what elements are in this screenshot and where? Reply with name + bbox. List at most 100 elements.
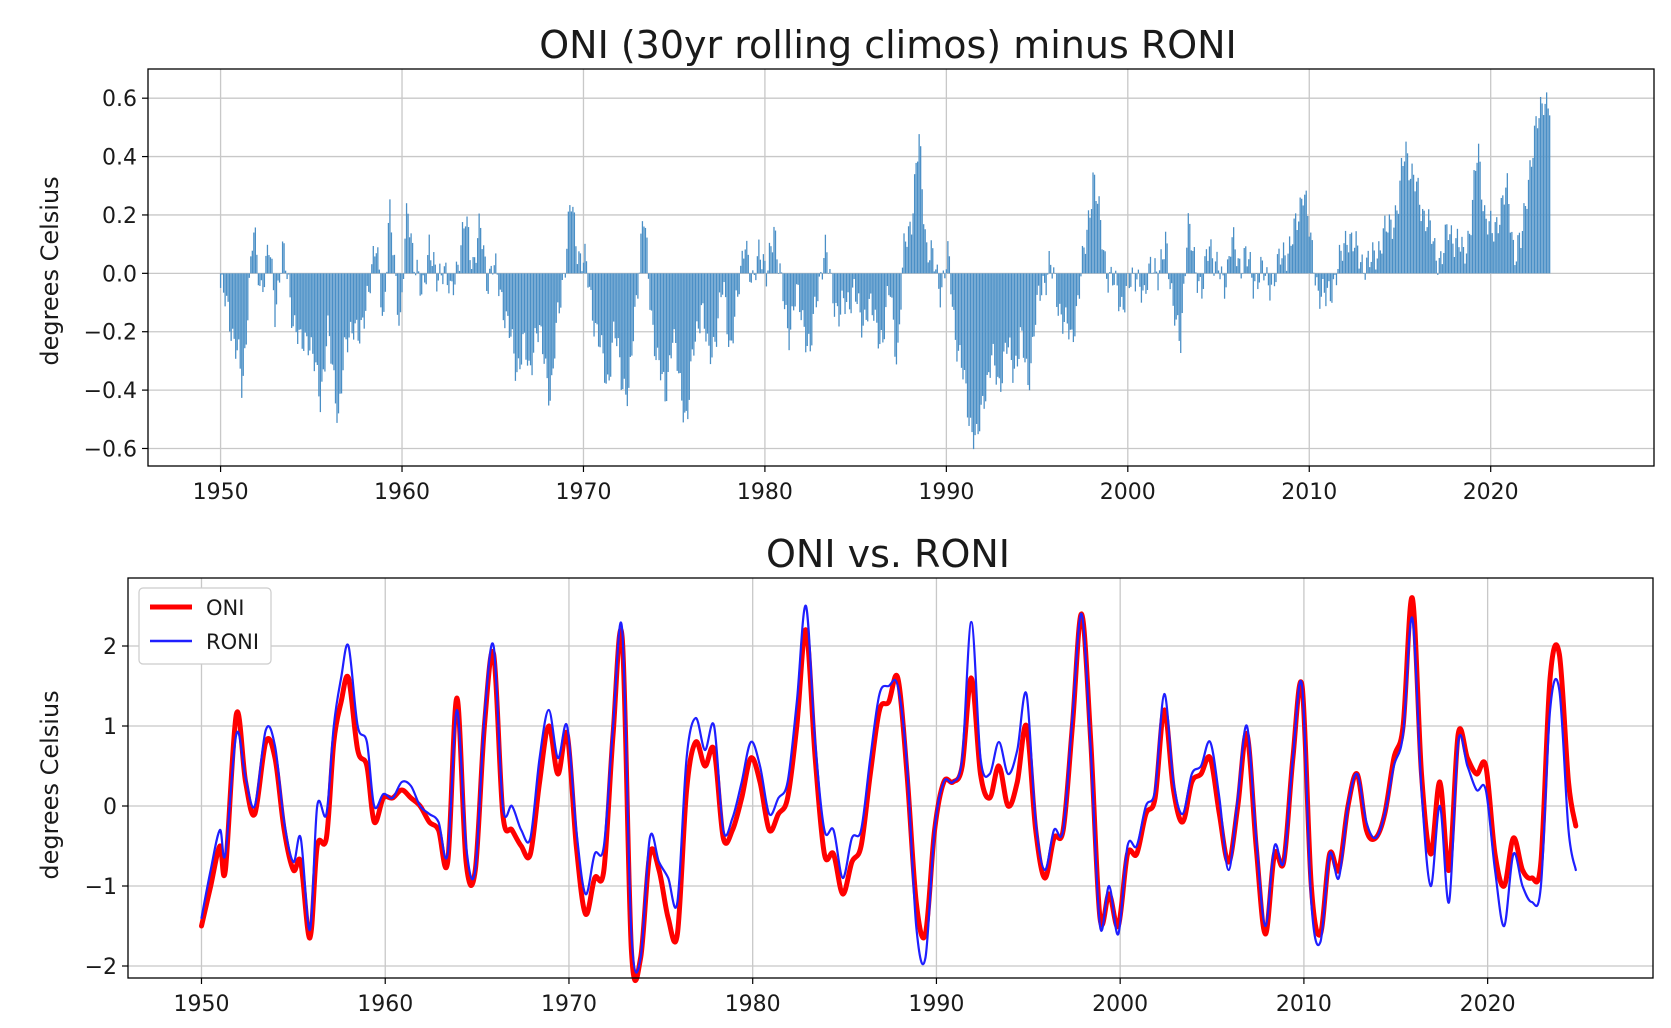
bar [744,249,746,274]
bar [1112,273,1114,286]
bar [254,227,256,274]
bar [257,273,260,286]
bar [457,264,459,274]
bar [427,255,429,274]
bar [1372,242,1374,274]
bar [1394,205,1397,274]
bar [269,257,272,274]
bar [1146,273,1149,291]
bar [446,273,449,286]
bar [1195,272,1197,274]
bar [266,244,269,274]
bar [1299,197,1301,274]
bar [1502,195,1504,274]
bar [803,273,805,327]
bar [665,273,668,402]
bar [647,273,650,279]
bar [909,221,911,274]
y-tick-label: −0.6 [84,437,137,462]
bar [1314,273,1316,286]
bar [1057,273,1059,316]
bar [1075,273,1078,307]
bar [1542,115,1545,274]
bar [832,273,834,304]
bar [1208,246,1211,274]
bar [1036,273,1038,295]
bar [927,262,929,274]
bar [402,273,405,279]
y-tick-label: 0.0 [102,262,137,287]
bar [1189,223,1191,274]
bar [844,273,846,315]
bar [1109,272,1111,274]
bar [525,273,527,360]
bar [646,237,648,274]
bar [1171,273,1173,284]
bar [1063,273,1065,322]
bar [535,273,538,334]
bar [224,273,226,307]
bar [939,273,941,308]
bar [1447,240,1449,274]
bar [1428,209,1430,274]
bar [1326,273,1329,288]
bar [851,273,854,288]
bar [904,241,907,274]
bar [1323,273,1326,293]
bar [1296,230,1298,274]
bar [1131,267,1133,274]
bar [1341,260,1344,274]
bar [1441,264,1443,274]
bar [762,254,765,274]
bar [1183,273,1185,284]
bar [836,273,839,307]
bar [1361,254,1363,274]
bar [1148,263,1150,274]
bar [1024,273,1026,363]
bar [271,258,273,274]
bar [325,273,328,347]
bar [510,273,512,337]
legend-label-oni: ONI [206,596,244,620]
bar [780,272,783,274]
bar [1396,210,1398,274]
bar [690,273,692,362]
bar [1198,273,1200,282]
bars-difference [219,92,1551,450]
bar [543,273,545,364]
bar [918,134,920,274]
x-tick-label: 1970 [541,992,597,1017]
series-line-roni [200,604,1577,974]
bar [1484,205,1486,274]
bar [1316,273,1318,278]
bar [907,226,910,274]
bar [1446,224,1448,274]
bar [274,273,276,328]
bar [1269,273,1271,301]
bar [1045,273,1047,296]
bar [691,273,693,350]
bar [758,239,760,274]
bar [235,273,237,359]
bar [318,273,320,397]
bar [451,273,453,282]
bar [458,270,461,274]
bar [1080,273,1082,277]
bar [818,273,820,277]
bar [1207,260,1209,274]
bar [1422,208,1424,274]
bar [1237,258,1239,274]
bar [924,229,926,274]
bar [650,273,653,311]
plot-frame-bottom [127,577,1654,979]
bar [670,273,672,359]
bar [1050,264,1052,274]
bar [602,273,604,354]
bar [345,273,347,340]
bar [1523,203,1525,274]
bar [353,273,355,340]
bar [1529,160,1531,274]
bar [1437,273,1439,275]
bar [634,273,636,307]
bar [995,273,997,385]
